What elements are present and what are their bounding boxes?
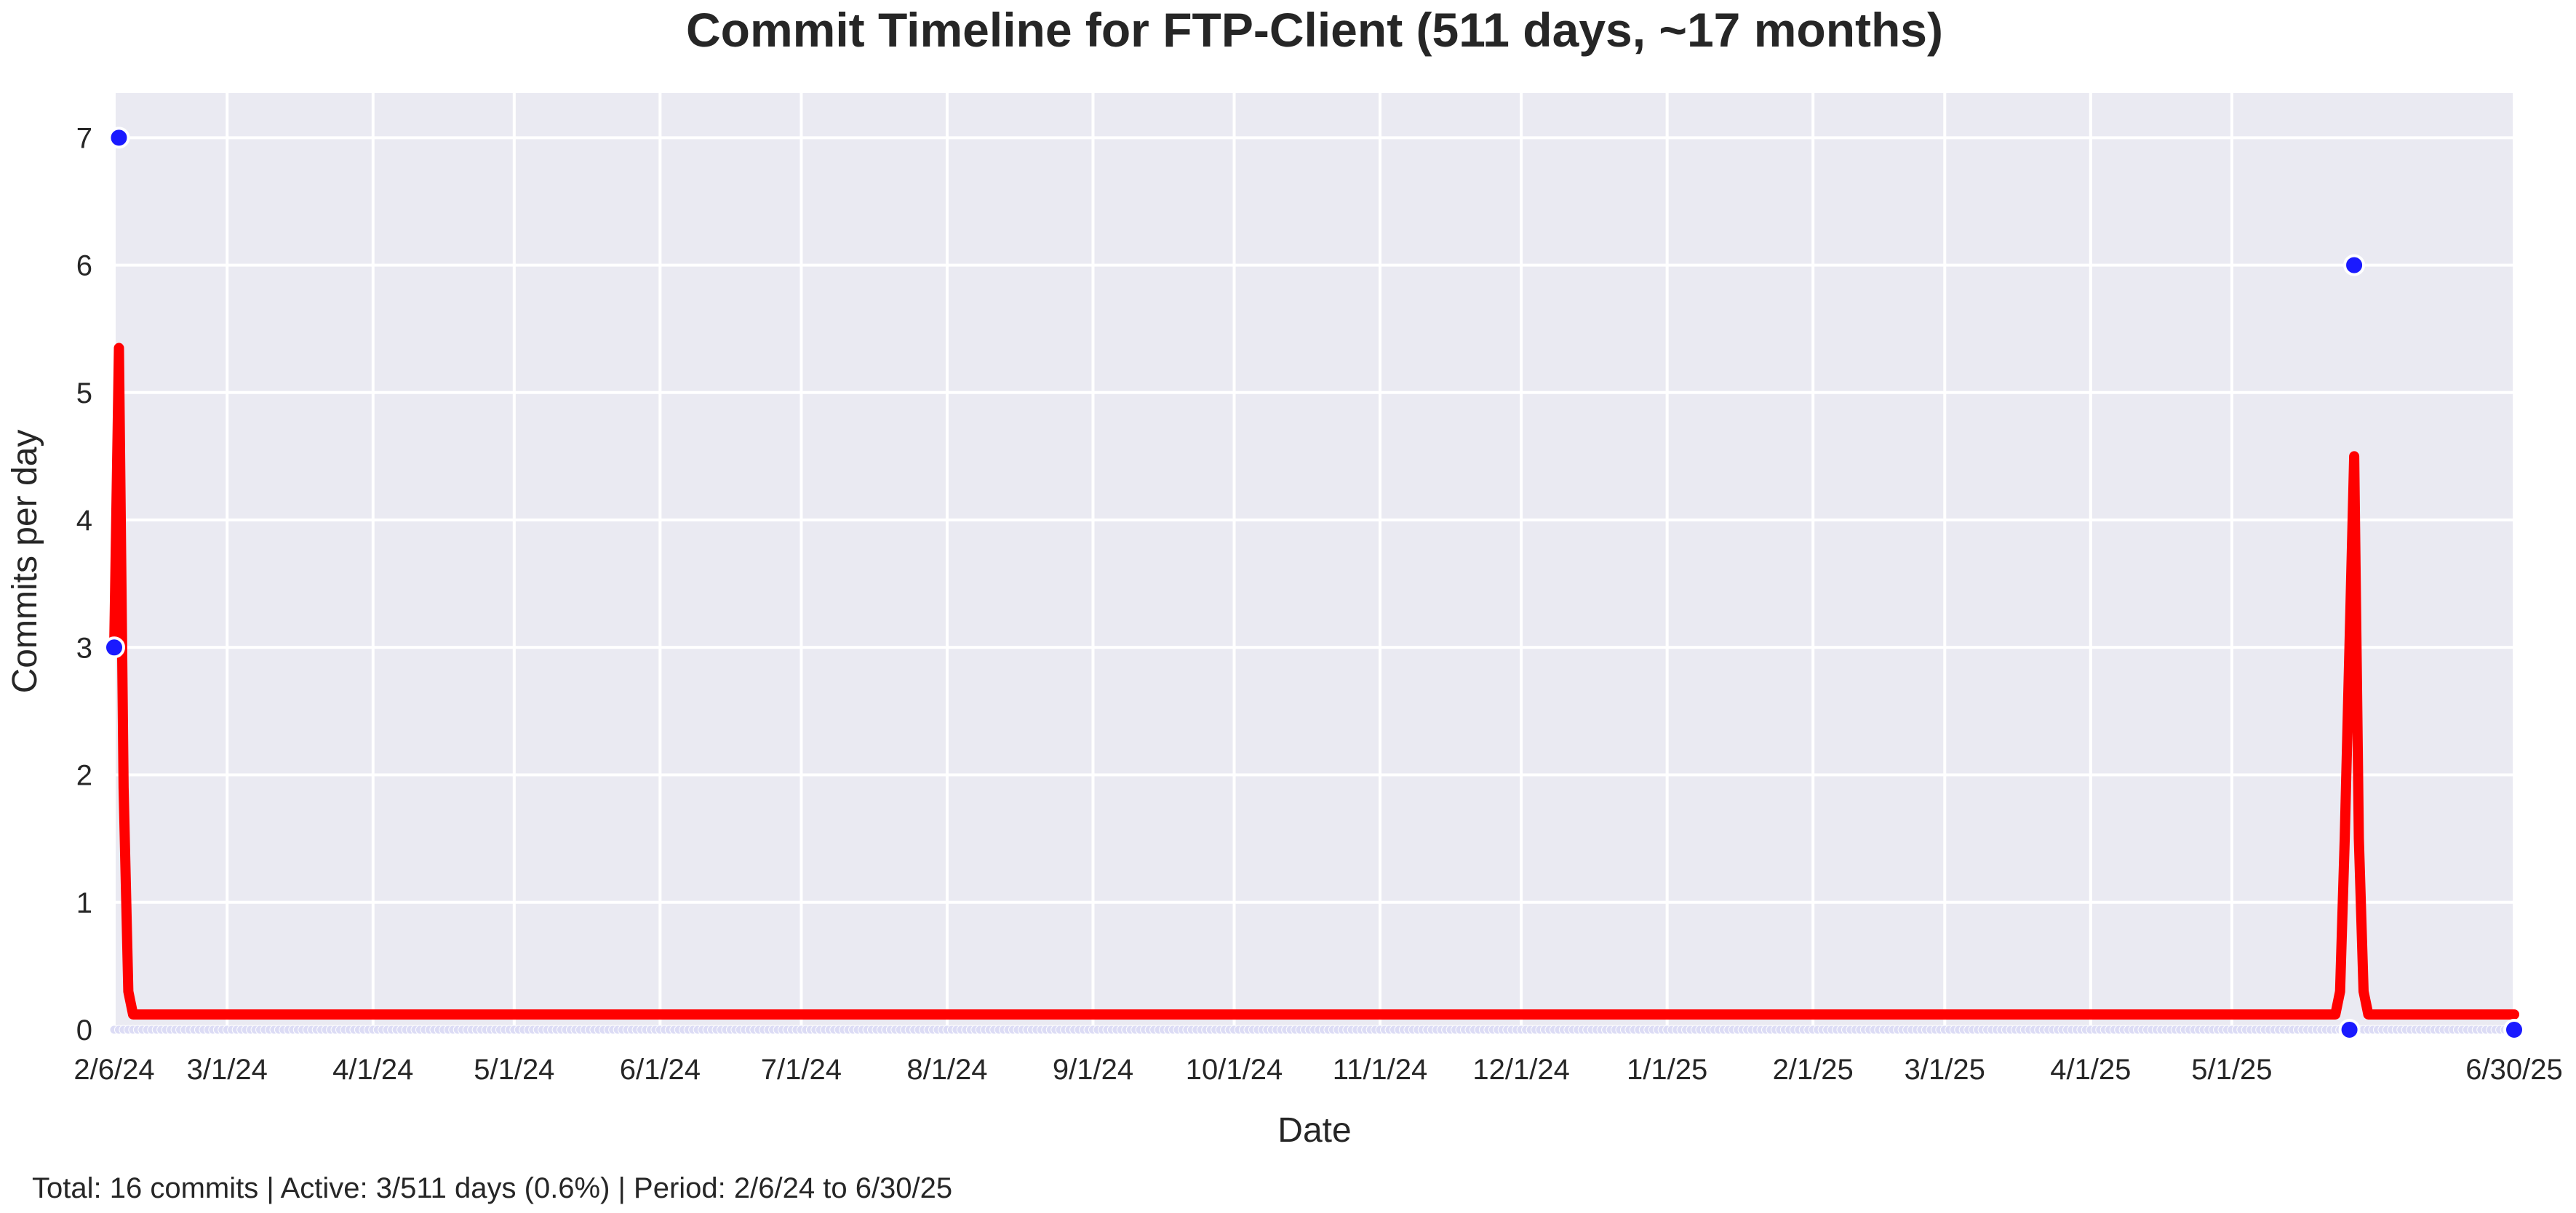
y-tick-label: 3 [76, 632, 92, 664]
x-tick-label: 7/1/24 [761, 1054, 842, 1086]
y-tick-label: 5 [76, 377, 92, 409]
x-tick-label: 4/1/25 [2050, 1054, 2131, 1086]
x-tick-label: 4/1/24 [332, 1054, 413, 1086]
x-tick-label: 3/1/24 [187, 1054, 268, 1086]
y-tick-label: 2 [76, 760, 92, 792]
x-tick-label: 2/1/25 [1773, 1054, 1854, 1086]
summary-footer: Total: 16 commits | Active: 3/511 days (… [32, 1172, 952, 1204]
y-tick-label: 1 [76, 887, 92, 919]
commit-point [103, 636, 125, 659]
y-tick-label: 4 [76, 505, 92, 537]
x-tick-label: 6/1/24 [620, 1054, 701, 1086]
y-tick-label: 0 [76, 1014, 92, 1046]
commit-point [2343, 254, 2366, 276]
x-tick-label: 12/1/24 [1472, 1054, 1569, 1086]
y-tick-label: 6 [76, 250, 92, 282]
x-axis-label: Date [1277, 1111, 1351, 1150]
x-tick-label: 6/30/25 [2465, 1054, 2562, 1086]
x-tick-label: 8/1/24 [906, 1054, 987, 1086]
x-tick-label: 1/1/25 [1627, 1054, 1707, 1086]
trend-line [109, 343, 2519, 1020]
x-tick-label: 2/6/24 [73, 1054, 154, 1086]
commit-point [2503, 1019, 2525, 1041]
y-axis-label: Commits per day [6, 430, 44, 694]
x-tick-labels: 2/6/24 3/1/24 4/1/24 5/1/24 6/1/24 7/1/24 8/1/… [73, 1054, 2562, 1086]
plot-background [114, 93, 2514, 1030]
commit-point [2338, 1019, 2361, 1041]
y-tick-labels: 0 1 2 3 4 5 6 7 [76, 122, 92, 1046]
x-tick-label: 5/1/25 [2191, 1054, 2272, 1086]
series-layer [103, 127, 2525, 1041]
commit-point [108, 127, 130, 149]
y-tick-label: 7 [76, 122, 92, 154]
x-tick-label: 11/1/24 [1333, 1054, 1428, 1086]
x-tick-label: 3/1/25 [1905, 1054, 1985, 1086]
x-tick-label: 9/1/24 [1053, 1054, 1133, 1086]
gridlines [113, 93, 2516, 1031]
zero-day-markers [109, 1025, 2519, 1035]
chart-title: Commit Timeline for FTP-Client (511 days… [686, 3, 1943, 57]
x-tick-label: 5/1/24 [474, 1054, 554, 1086]
x-tick-label: 10/1/24 [1186, 1054, 1283, 1086]
